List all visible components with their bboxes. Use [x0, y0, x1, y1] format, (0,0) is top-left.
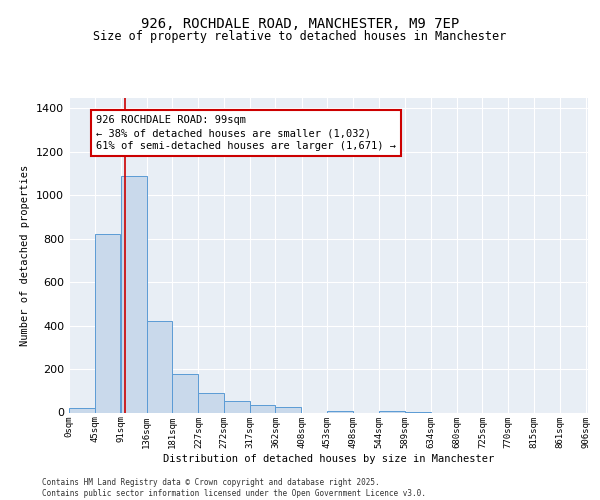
Bar	[146, 322, 172, 412]
Bar	[172, 374, 198, 412]
Bar	[95, 234, 121, 412]
X-axis label: Distribution of detached houses by size in Manchester: Distribution of detached houses by size …	[163, 454, 494, 464]
Bar	[275, 407, 301, 412]
Text: 926, ROCHDALE ROAD, MANCHESTER, M9 7EP: 926, ROCHDALE ROAD, MANCHESTER, M9 7EP	[141, 18, 459, 32]
Bar	[199, 393, 224, 412]
Bar	[121, 176, 146, 412]
Bar	[250, 405, 275, 412]
Bar	[69, 408, 95, 412]
Text: Size of property relative to detached houses in Manchester: Size of property relative to detached ho…	[94, 30, 506, 43]
Text: 926 ROCHDALE ROAD: 99sqm
← 38% of detached houses are smaller (1,032)
61% of sem: 926 ROCHDALE ROAD: 99sqm ← 38% of detach…	[96, 115, 396, 152]
Bar	[224, 400, 250, 412]
Y-axis label: Number of detached properties: Number of detached properties	[20, 164, 31, 346]
Text: Contains HM Land Registry data © Crown copyright and database right 2025.
Contai: Contains HM Land Registry data © Crown c…	[42, 478, 426, 498]
